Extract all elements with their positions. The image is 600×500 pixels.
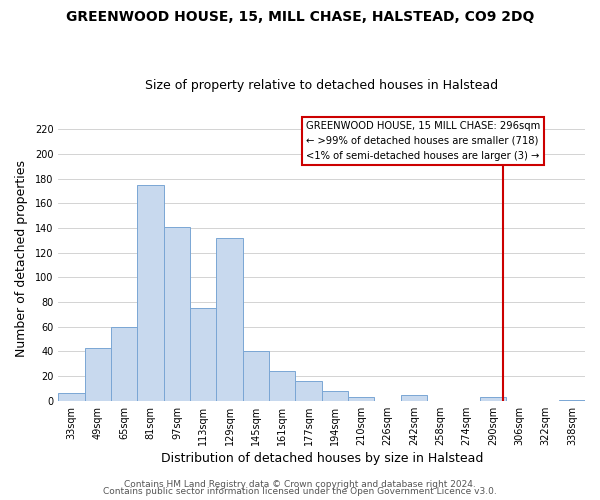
Bar — [559, 400, 585, 401]
Bar — [190, 308, 217, 401]
Bar — [322, 391, 348, 401]
Bar — [58, 394, 85, 401]
Bar — [164, 226, 190, 401]
Bar — [137, 184, 164, 401]
Bar — [401, 394, 427, 401]
Bar — [85, 348, 111, 401]
Bar — [111, 326, 137, 401]
Bar — [295, 381, 322, 401]
Bar — [217, 238, 243, 401]
Bar — [269, 371, 295, 401]
Bar — [479, 397, 506, 401]
Bar — [243, 352, 269, 401]
Text: GREENWOOD HOUSE, 15, MILL CHASE, HALSTEAD, CO9 2DQ: GREENWOOD HOUSE, 15, MILL CHASE, HALSTEA… — [66, 10, 534, 24]
Title: Size of property relative to detached houses in Halstead: Size of property relative to detached ho… — [145, 79, 498, 92]
Text: GREENWOOD HOUSE, 15 MILL CHASE: 296sqm
← >99% of detached houses are smaller (71: GREENWOOD HOUSE, 15 MILL CHASE: 296sqm ←… — [306, 121, 540, 160]
Text: Contains public sector information licensed under the Open Government Licence v3: Contains public sector information licen… — [103, 488, 497, 496]
Bar — [348, 397, 374, 401]
Text: Contains HM Land Registry data © Crown copyright and database right 2024.: Contains HM Land Registry data © Crown c… — [124, 480, 476, 489]
X-axis label: Distribution of detached houses by size in Halstead: Distribution of detached houses by size … — [161, 452, 483, 465]
Y-axis label: Number of detached properties: Number of detached properties — [15, 160, 28, 358]
